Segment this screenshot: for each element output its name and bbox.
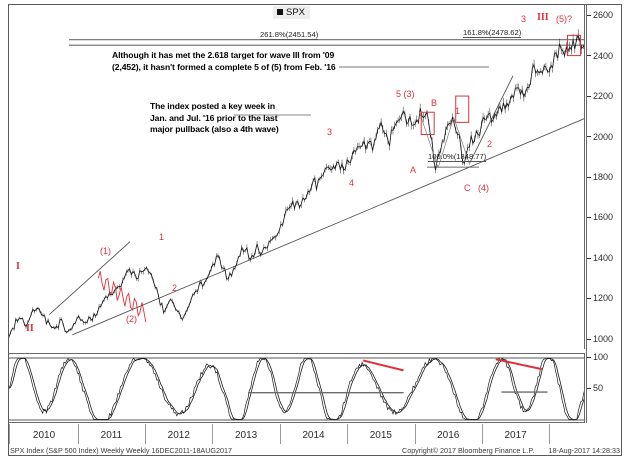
- wave-label-A: A: [410, 165, 417, 175]
- x-separator: [9, 424, 10, 444]
- osc-tick-50: 50: [587, 384, 603, 393]
- footer-timestamp: 18-Aug-2017 14:28:33: [548, 446, 620, 455]
- legend-spx: SPX: [273, 6, 311, 19]
- price-chart-panel[interactable]: [9, 5, 585, 349]
- annotation-key-week: The index posted a key week in Jan. and …: [150, 101, 279, 134]
- x-separator: [549, 424, 551, 444]
- y-tick-1000: 1000: [587, 334, 613, 343]
- wave-label-I: I: [16, 261, 20, 272]
- wave-label-B: B: [431, 98, 438, 108]
- wave-label-53: 5 (3): [396, 89, 415, 99]
- y-tick-1200: 1200: [587, 294, 613, 303]
- wave-label-2: (2): [126, 314, 137, 324]
- x-separator: [279, 424, 281, 444]
- fib-label-261: 261.8%(2451.54): [260, 30, 319, 40]
- wave-label-1: 1: [455, 106, 461, 116]
- wave-label-2: 2: [487, 139, 493, 149]
- oscillator-series-svg: [9, 357, 584, 421]
- x-separator: [145, 424, 147, 444]
- x-label-2014: 2014: [302, 430, 325, 441]
- wave-label-2: 2: [172, 283, 178, 293]
- fib-label-161: 161.8%(2478.62): [463, 28, 522, 38]
- y-tick-2000: 2000: [587, 132, 613, 141]
- x-separator: [481, 424, 483, 444]
- x-separator: [414, 424, 416, 444]
- x-separator: [212, 424, 214, 444]
- annotation-wave-iii-target: Although it has met the 2.618 target for…: [112, 50, 336, 72]
- x-label-2016: 2016: [437, 430, 460, 441]
- x-label-2011: 2011: [100, 430, 123, 441]
- footer-security-info: SPX Index (S&P 500 Index) Weekly Weekly …: [10, 446, 233, 455]
- y-tick-2400: 2400: [587, 51, 613, 60]
- osc-tick-100: 100: [587, 353, 608, 362]
- y-axis: 2600 2400 2200 2000 1800 1600 1400 1200 1000 100 5…: [586, 5, 622, 423]
- y-tick-2600: 2600: [587, 11, 613, 20]
- wave-label-3: 3: [521, 14, 527, 24]
- price-series-svg: [9, 29, 584, 339]
- y-tick-1400: 1400: [587, 253, 613, 262]
- x-label-2015: 2015: [369, 430, 392, 441]
- x-axis: 2010 2011 2012 2013 2014 2015 2016 2017: [9, 424, 585, 444]
- footer-copyright: Copyright© 2017 Bloomberg Finance L.P.: [402, 446, 535, 455]
- x-label-2012: 2012: [167, 430, 190, 441]
- footer: SPX Index (S&P 500 Index) Weekly Weekly …: [10, 446, 622, 460]
- wave-label-C: C: [464, 183, 471, 193]
- wave-label-4: 4: [349, 178, 355, 188]
- y-tick-1800: 1800: [587, 173, 613, 182]
- stochastic-oscillator-panel[interactable]: [9, 353, 585, 423]
- wave-label-II: II: [26, 323, 34, 334]
- y-tick-1600: 1600: [587, 213, 613, 222]
- wave-label-4: (4): [478, 183, 489, 193]
- wave-label-5: (5)?: [556, 14, 573, 24]
- x-label-2017: 2017: [504, 430, 527, 441]
- legend-label: SPX: [286, 7, 306, 18]
- x-label-2013: 2013: [235, 430, 258, 441]
- y-tick-2200: 2200: [587, 92, 613, 101]
- legend-marker-icon: [277, 8, 283, 15]
- wave-label-III: III: [537, 12, 549, 23]
- wave-label-3: 3: [327, 127, 333, 137]
- x-separator: [347, 424, 349, 444]
- wave-label-1: (1): [100, 246, 111, 256]
- x-separator: [77, 424, 79, 444]
- x-label-2010: 2010: [32, 430, 56, 441]
- fib-label-100: 100.0%(1848.77): [428, 152, 487, 162]
- wave-label-1: 1: [159, 232, 165, 242]
